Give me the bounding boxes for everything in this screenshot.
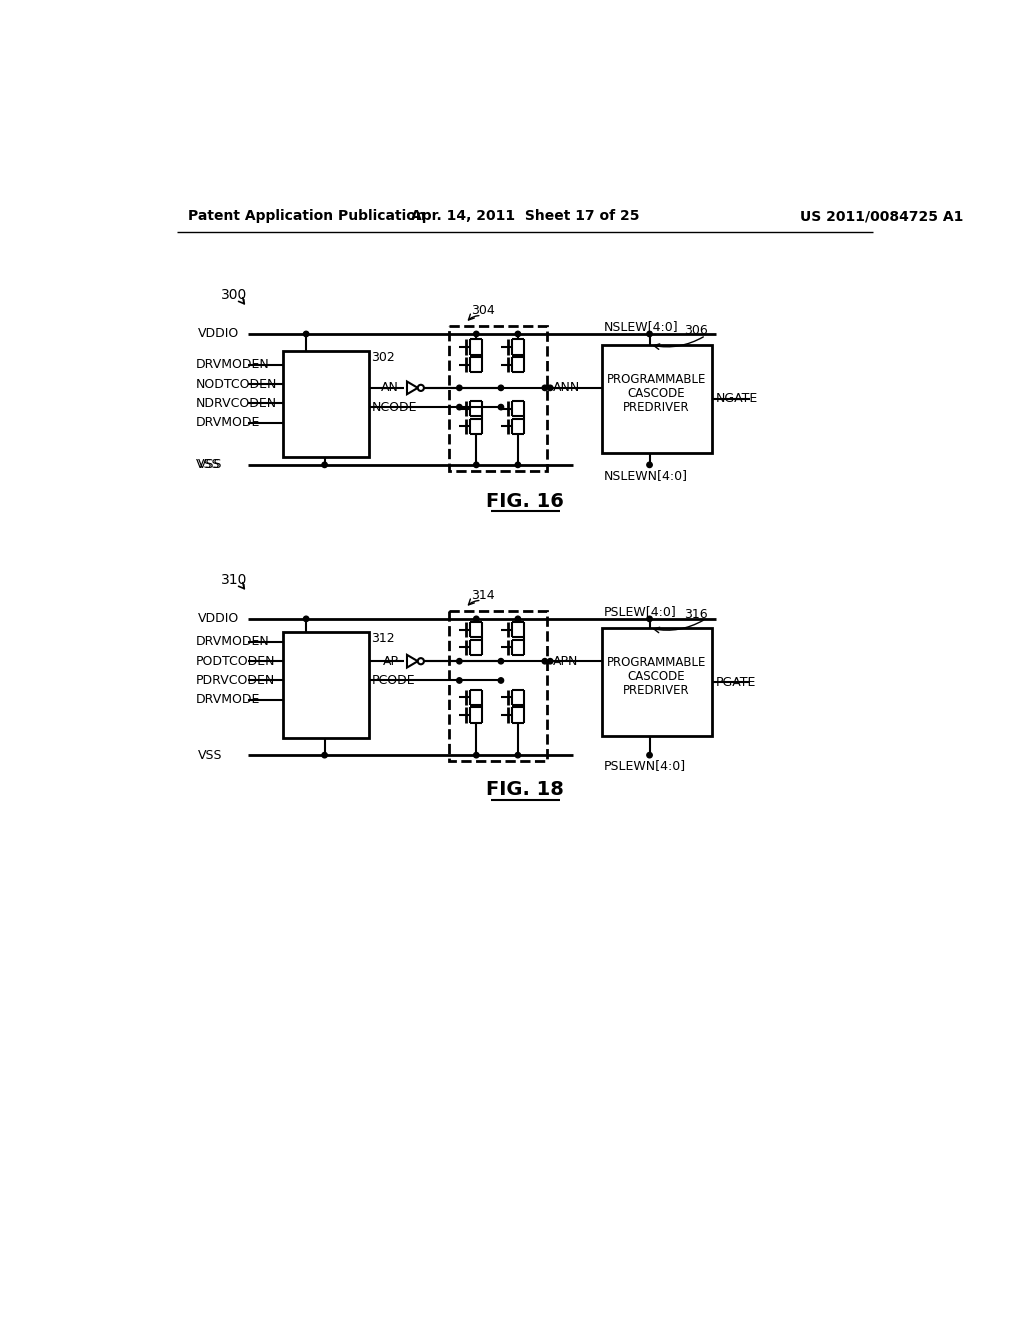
Text: NDRVCODEN: NDRVCODEN bbox=[196, 397, 278, 409]
Bar bbox=[449, 611, 547, 762]
Bar bbox=[449, 326, 547, 471]
Circle shape bbox=[457, 385, 462, 391]
Text: PDRVCODEN: PDRVCODEN bbox=[196, 675, 275, 686]
Text: US 2011/0084725 A1: US 2011/0084725 A1 bbox=[801, 209, 964, 223]
Text: CASCODE: CASCODE bbox=[628, 671, 685, 684]
Text: NODTCODEN: NODTCODEN bbox=[196, 378, 278, 391]
Circle shape bbox=[418, 659, 424, 664]
Text: VSS: VSS bbox=[199, 458, 223, 471]
Text: FIG. 18: FIG. 18 bbox=[485, 780, 564, 800]
Bar bbox=[283, 632, 370, 738]
Circle shape bbox=[499, 677, 504, 684]
Circle shape bbox=[515, 331, 520, 337]
Circle shape bbox=[548, 385, 553, 391]
Text: PODTCODEN: PODTCODEN bbox=[196, 655, 275, 668]
Bar bbox=[602, 628, 712, 737]
Circle shape bbox=[303, 616, 309, 622]
Circle shape bbox=[473, 752, 479, 758]
Circle shape bbox=[542, 385, 548, 391]
Circle shape bbox=[647, 331, 652, 337]
Circle shape bbox=[322, 752, 328, 758]
Polygon shape bbox=[407, 381, 418, 395]
Text: PSLEWN[4:0]: PSLEWN[4:0] bbox=[603, 759, 685, 772]
Circle shape bbox=[499, 659, 504, 664]
Text: PROGRAMMABLE: PROGRAMMABLE bbox=[607, 656, 707, 669]
Circle shape bbox=[542, 659, 548, 664]
Text: FIG. 16: FIG. 16 bbox=[485, 491, 564, 511]
Circle shape bbox=[457, 677, 462, 684]
Bar bbox=[602, 345, 712, 453]
Text: NGATE: NGATE bbox=[716, 392, 758, 405]
Circle shape bbox=[499, 404, 504, 409]
Text: AP: AP bbox=[383, 655, 398, 668]
Circle shape bbox=[647, 752, 652, 758]
Circle shape bbox=[473, 331, 479, 337]
Text: NSLEWN[4:0]: NSLEWN[4:0] bbox=[603, 469, 687, 482]
Text: VSS: VSS bbox=[196, 458, 220, 471]
Text: Apr. 14, 2011  Sheet 17 of 25: Apr. 14, 2011 Sheet 17 of 25 bbox=[411, 209, 639, 223]
Polygon shape bbox=[407, 655, 418, 668]
Text: DRVMODEN: DRVMODEN bbox=[196, 358, 269, 371]
Circle shape bbox=[548, 659, 553, 664]
Circle shape bbox=[457, 404, 462, 409]
Text: CASCODE: CASCODE bbox=[628, 387, 685, 400]
Text: 304: 304 bbox=[471, 305, 495, 317]
Circle shape bbox=[473, 462, 479, 467]
Text: PROGRAMMABLE: PROGRAMMABLE bbox=[607, 372, 707, 385]
Text: DRVMODE: DRVMODE bbox=[196, 416, 260, 429]
Text: NSLEW[4:0]: NSLEW[4:0] bbox=[603, 319, 678, 333]
Circle shape bbox=[303, 331, 309, 337]
Text: PREDRIVER: PREDRIVER bbox=[624, 684, 690, 697]
Text: APN: APN bbox=[553, 655, 578, 668]
Text: 310: 310 bbox=[221, 573, 248, 587]
Text: DRVMODEN: DRVMODEN bbox=[196, 635, 269, 648]
Text: VSS: VSS bbox=[199, 748, 223, 762]
Text: 312: 312 bbox=[372, 631, 395, 644]
Text: PCODE: PCODE bbox=[372, 675, 415, 686]
Circle shape bbox=[515, 616, 520, 622]
Circle shape bbox=[499, 385, 504, 391]
Text: 302: 302 bbox=[372, 351, 395, 363]
Circle shape bbox=[457, 659, 462, 664]
Circle shape bbox=[322, 462, 328, 467]
Text: PREDRIVER: PREDRIVER bbox=[624, 400, 690, 413]
Bar bbox=[283, 351, 370, 457]
Circle shape bbox=[647, 462, 652, 467]
Text: ANN: ANN bbox=[553, 381, 580, 395]
Circle shape bbox=[473, 616, 479, 622]
Text: PSLEW[4:0]: PSLEW[4:0] bbox=[603, 605, 676, 618]
Text: Patent Application Publication: Patent Application Publication bbox=[188, 209, 426, 223]
Circle shape bbox=[515, 752, 520, 758]
Circle shape bbox=[418, 385, 424, 391]
Text: AN: AN bbox=[381, 381, 398, 395]
Circle shape bbox=[515, 462, 520, 467]
Text: 306: 306 bbox=[684, 325, 708, 338]
Text: PGATE: PGATE bbox=[716, 676, 756, 689]
Text: 314: 314 bbox=[471, 589, 495, 602]
Text: 300: 300 bbox=[221, 289, 248, 302]
Text: DRVMODE: DRVMODE bbox=[196, 693, 260, 706]
Text: VDDIO: VDDIO bbox=[199, 612, 240, 626]
Circle shape bbox=[647, 616, 652, 622]
Text: NCODE: NCODE bbox=[372, 400, 417, 413]
Text: VDDIO: VDDIO bbox=[199, 327, 240, 341]
Text: 316: 316 bbox=[684, 607, 708, 620]
